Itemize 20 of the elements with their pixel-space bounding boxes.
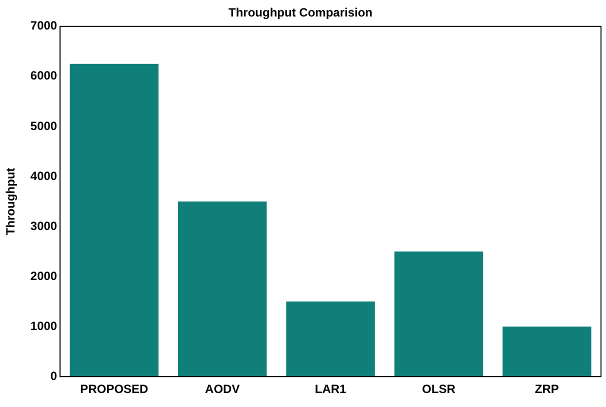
x-tick-label: PROPOSED [80,382,149,396]
x-tick-label: OLSR [422,382,456,396]
bar [394,252,484,377]
bar [70,64,159,377]
y-tick-label: 7000 [30,18,58,33]
x-tick-label: AODV [205,382,240,396]
bar [178,202,267,377]
y-tick-label: 1000 [30,318,58,333]
y-tick-label: 4000 [30,168,58,183]
y-tick-label: 2000 [30,268,58,283]
y-axis-title: Throughput [4,168,18,236]
y-tick-label: 0 [50,368,58,383]
x-tick-label: ZRP [534,382,559,396]
y-tick-label: 5000 [30,118,58,133]
x-tick-label: LAR1 [314,382,347,396]
y-tick-label: 6000 [30,68,58,83]
chart-title: Throughput Comparision [228,6,372,20]
bar [502,326,592,377]
y-tick-label: 3000 [30,218,58,233]
bar [286,302,375,377]
